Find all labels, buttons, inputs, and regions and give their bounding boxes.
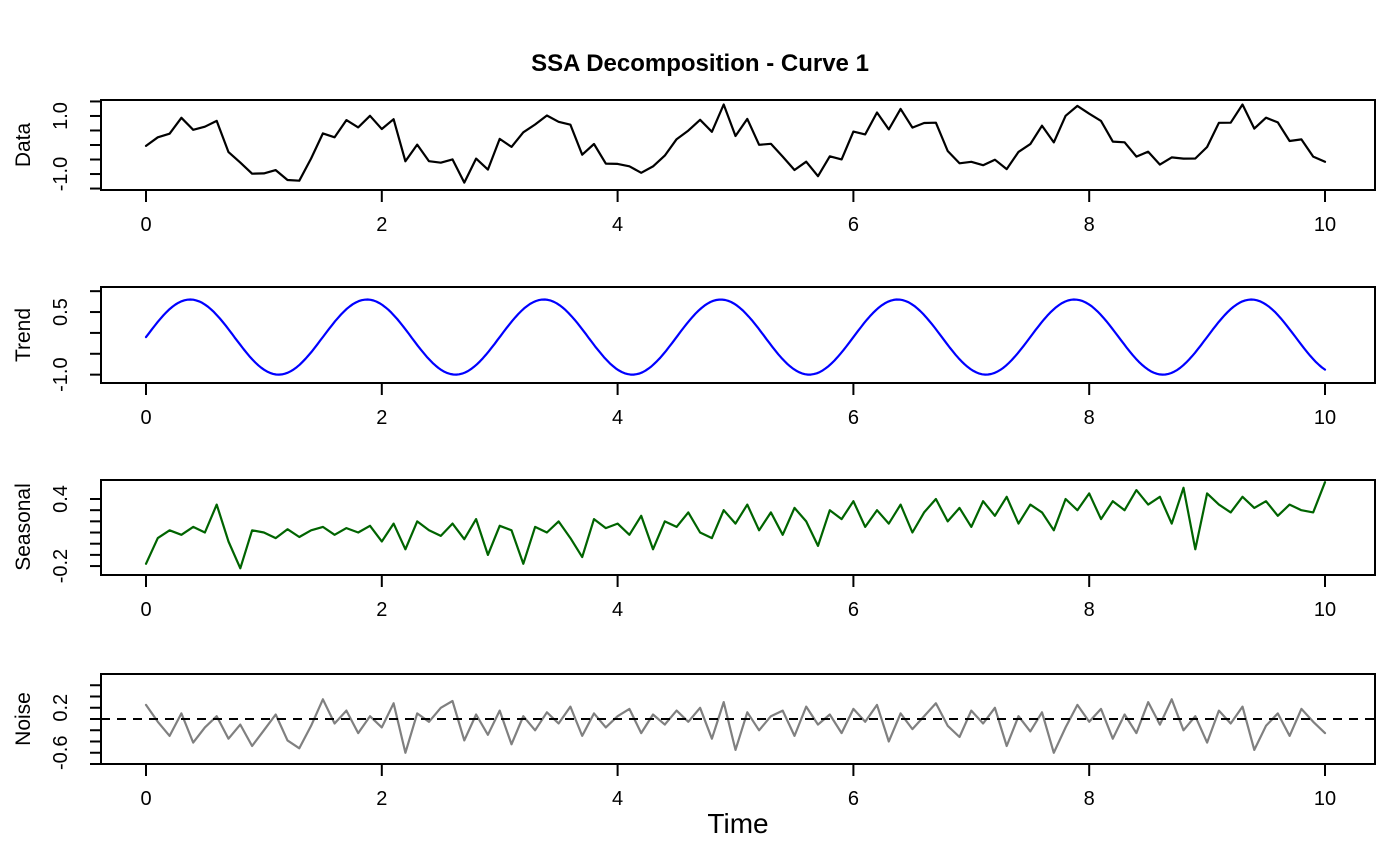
x-axis-title: Time bbox=[707, 808, 769, 839]
x-tick-label: 10 bbox=[1314, 407, 1336, 429]
panel-trend: 0 2 4 6 8 10 0.5 -1.0 bbox=[50, 286, 1376, 429]
x-tick-label: 8 bbox=[1084, 599, 1095, 621]
x-tick-label: 4 bbox=[612, 214, 623, 236]
x-tick-label: 6 bbox=[848, 407, 859, 429]
x-tick-label: 8 bbox=[1084, 407, 1095, 429]
panel-data: 0 2 4 6 8 10 1.0 -1.0 bbox=[50, 99, 1376, 236]
y-tick-label: 0.5 bbox=[50, 298, 72, 326]
x-tick-label: 4 bbox=[612, 599, 623, 621]
x-tick-label: 2 bbox=[376, 788, 387, 810]
panel-noise: 0 2 4 6 8 10 0.2 -0.6 bbox=[50, 673, 1376, 810]
x-tick-label: 6 bbox=[848, 214, 859, 236]
x-tick-label: 2 bbox=[376, 407, 387, 429]
x-tick-label: 0 bbox=[140, 407, 151, 429]
x-tick-label: 0 bbox=[140, 599, 151, 621]
x-tick-label: 10 bbox=[1314, 214, 1336, 236]
x-tick-label: 2 bbox=[376, 599, 387, 621]
y-tick-label: -0.6 bbox=[50, 736, 72, 770]
x-tick-label: 10 bbox=[1314, 599, 1336, 621]
data-line bbox=[144, 103, 1327, 184]
x-tick-label: 0 bbox=[140, 214, 151, 236]
trend-line bbox=[144, 298, 1327, 376]
x-tick-label: 0 bbox=[140, 788, 151, 810]
y-tick-label: 0.2 bbox=[50, 694, 72, 722]
x-tick-label: 6 bbox=[848, 788, 859, 810]
y-tick-label: 0.4 bbox=[50, 485, 72, 513]
x-tick-label: 8 bbox=[1084, 214, 1095, 236]
noise-line bbox=[144, 698, 1327, 754]
y-tick-label: -0.2 bbox=[50, 549, 72, 583]
x-tick-label: 4 bbox=[612, 788, 623, 810]
chart-title: SSA Decomposition - Curve 1 bbox=[531, 50, 869, 77]
y-tick-label: -1.0 bbox=[50, 357, 72, 391]
x-tick-label: 10 bbox=[1314, 788, 1336, 810]
x-tick-label: 4 bbox=[612, 407, 623, 429]
y-tick-label: 1.0 bbox=[50, 102, 72, 130]
seasonal-line bbox=[144, 481, 1327, 570]
x-tick-label: 6 bbox=[848, 599, 859, 621]
panel-seasonal: 0 2 4 6 8 10 0.4 -0.2 bbox=[50, 479, 1376, 621]
y-tick-label: -1.0 bbox=[50, 157, 72, 191]
x-tick-label: 2 bbox=[376, 214, 387, 236]
x-tick-label: 8 bbox=[1084, 788, 1095, 810]
